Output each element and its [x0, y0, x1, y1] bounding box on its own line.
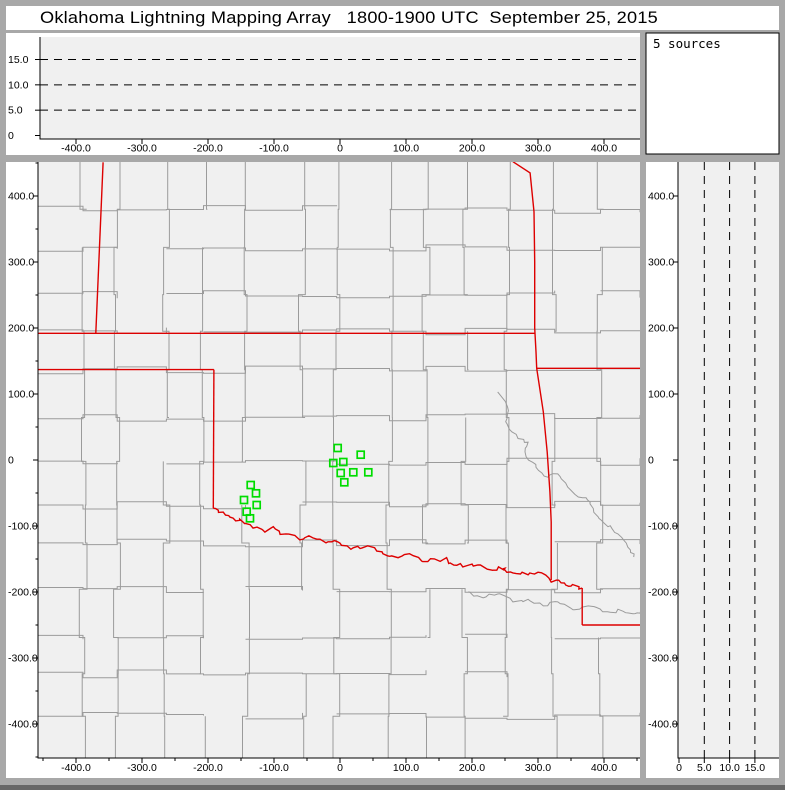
station-marker [338, 457, 348, 467]
station-marker [348, 467, 358, 477]
svg-text:300.0: 300.0 [648, 257, 674, 269]
station-marker [246, 480, 256, 490]
svg-text:200.0: 200.0 [459, 143, 485, 155]
svg-text:-400.0: -400.0 [61, 762, 91, 774]
svg-text:-300.0: -300.0 [127, 143, 157, 155]
top-panel-ticks: 15.0 10.0 5.0 0 -400.0 -300.0 -200.0 -100.0 0 100… [8, 54, 617, 154]
svg-text:15.0: 15.0 [745, 762, 766, 774]
svg-text:-100.0: -100.0 [648, 521, 678, 533]
svg-text:0: 0 [648, 455, 654, 467]
svg-text:-200.0: -200.0 [193, 143, 223, 155]
station-marker [245, 513, 255, 523]
top-plot-area[interactable] [40, 37, 640, 139]
right-panel-axes [677, 162, 779, 759]
svg-text:200.0: 200.0 [8, 323, 34, 335]
county-lines [38, 162, 640, 758]
station-marker [363, 467, 373, 477]
station-marker [336, 468, 346, 478]
station-marker [356, 450, 366, 460]
state-borders [38, 162, 640, 626]
svg-text:100.0: 100.0 [648, 389, 674, 401]
svg-text:0: 0 [8, 455, 14, 467]
svg-text:0: 0 [337, 762, 343, 774]
station-marker [328, 458, 338, 468]
svg-text:10.0: 10.0 [719, 762, 740, 774]
svg-text:400.0: 400.0 [591, 143, 617, 155]
station-markers [239, 443, 373, 523]
svg-text:10.0: 10.0 [8, 79, 29, 91]
page-title: Oklahoma Lightning Mapping Array 1800-19… [40, 8, 658, 27]
svg-text:5.0: 5.0 [8, 105, 23, 117]
svg-text:-100.0: -100.0 [8, 521, 38, 533]
svg-text:0: 0 [676, 762, 682, 774]
svg-text:200.0: 200.0 [648, 323, 674, 335]
state-border-colorado_kansas_102W [95, 162, 104, 334]
station-marker [333, 443, 343, 453]
top-panel-axes [39, 37, 640, 140]
state-border-red_river [213, 507, 583, 590]
svg-text:400.0: 400.0 [648, 191, 674, 203]
station-marker [252, 500, 262, 510]
top-panel-dashed-gridlines [40, 59, 640, 111]
svg-text:300.0: 300.0 [525, 762, 551, 774]
title-bar [6, 6, 779, 30]
svg-text:-100.0: -100.0 [259, 762, 289, 774]
svg-text:-300.0: -300.0 [648, 653, 678, 665]
svg-text:-100.0: -100.0 [259, 143, 289, 155]
sources-box [645, 32, 780, 155]
svg-text:100.0: 100.0 [393, 143, 419, 155]
svg-text:15.0: 15.0 [8, 54, 29, 66]
station-marker [339, 477, 349, 487]
state-border-missouri_east_arkansas_line [512, 162, 552, 581]
map-ticks: -400.0 -300.0 -200.0 -100.0 0 100.0 200.0 300.0… [8, 162, 638, 774]
station-marker [251, 488, 261, 498]
svg-text:-400.0: -400.0 [648, 719, 678, 731]
svg-text:-200.0: -200.0 [8, 587, 38, 599]
svg-text:200.0: 200.0 [459, 762, 485, 774]
svg-text:400.0: 400.0 [8, 191, 34, 203]
svg-text:300.0: 300.0 [525, 143, 551, 155]
svg-text:-300.0: -300.0 [8, 653, 38, 665]
sources-count-label: 5 sources [653, 36, 721, 51]
right-panel-ticks: 0 5.0 10.0 15.0 400.0 300.0 200.0 100.0 0 -100.0 -… [648, 191, 765, 775]
right-panel-dashed-gridlines [703, 162, 756, 758]
svg-text:-200.0: -200.0 [648, 587, 678, 599]
svg-text:0: 0 [337, 143, 343, 155]
svg-text:5.0: 5.0 [697, 762, 712, 774]
svg-text:0: 0 [8, 130, 14, 142]
station-marker [239, 495, 249, 505]
state-border-texas_oklahoma_100W [212, 369, 215, 509]
svg-text:300.0: 300.0 [8, 257, 34, 269]
svg-text:-200.0: -200.0 [193, 762, 223, 774]
svg-text:-300.0: -300.0 [127, 762, 157, 774]
svg-text:400.0: 400.0 [591, 762, 617, 774]
svg-text:100.0: 100.0 [393, 762, 419, 774]
river-lines [467, 391, 640, 615]
right-plot-area[interactable] [678, 162, 779, 758]
svg-text:-400.0: -400.0 [8, 719, 38, 731]
svg-text:-400.0: -400.0 [61, 143, 91, 155]
svg-text:100.0: 100.0 [8, 389, 34, 401]
